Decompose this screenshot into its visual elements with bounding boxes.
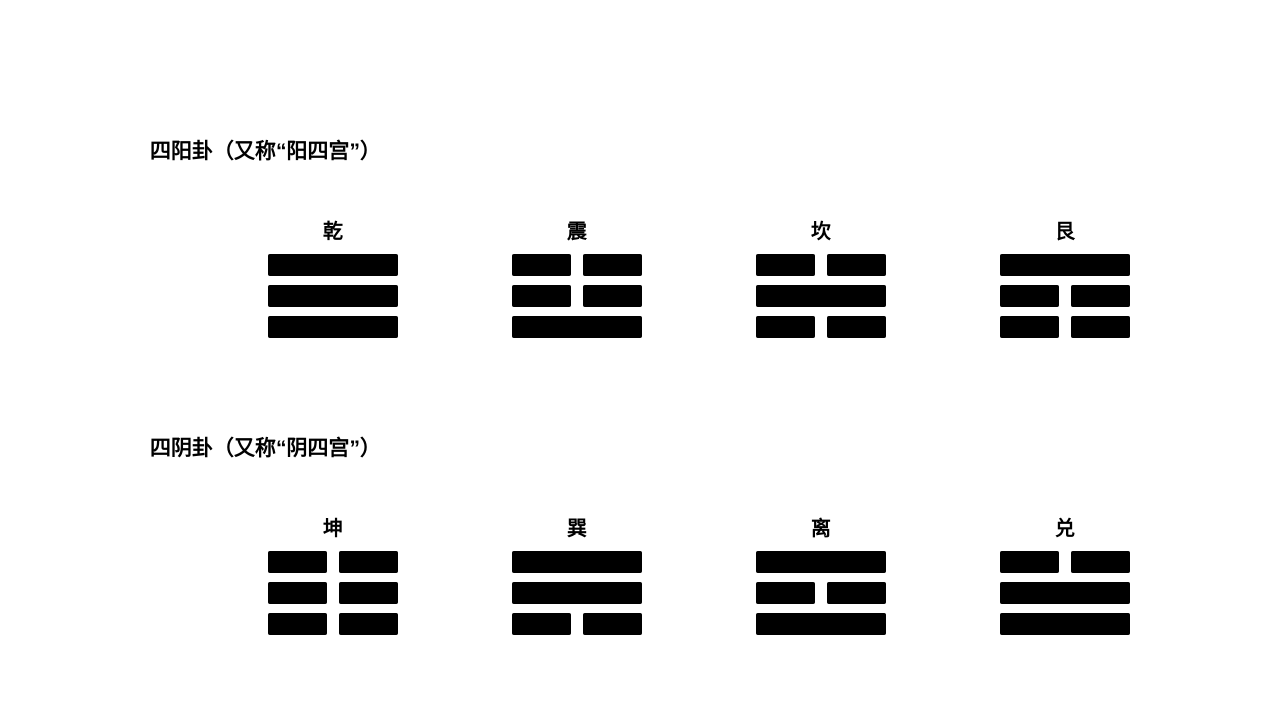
yang-line [1000,582,1130,604]
yin-half-bar [583,254,642,276]
trigram-lines [268,551,398,644]
yin-half-bar [583,285,642,307]
yang-bar [1000,254,1130,276]
yang-line [1000,613,1130,635]
trigram: 乾 [268,215,398,347]
yin-half-bar [268,613,327,635]
yang-line [512,316,642,338]
trigram-name: 兑 [1000,512,1130,541]
yin-half-bar [512,254,571,276]
yang-line [756,613,886,635]
yang-line [512,551,642,573]
yin-line [756,316,886,338]
yin-line [512,254,642,276]
yin-half-bar [339,582,398,604]
yin-half-bar [756,254,815,276]
yang-line [268,254,398,276]
trigram-lines [268,254,398,347]
trigram-name: 巽 [512,512,642,541]
yin-half-bar [1000,285,1059,307]
yin-half-bar [827,582,886,604]
yang-bar [1000,582,1130,604]
yang-bar [756,285,886,307]
yin-half-bar [1071,551,1130,573]
trigram-name: 坎 [756,215,886,244]
yang-bar [268,285,398,307]
yang-bar [512,551,642,573]
yin-half-bar [1071,316,1130,338]
yin-half-bar [1000,551,1059,573]
yin-half-bar [512,613,571,635]
trigram-lines [1000,551,1130,644]
yang-bar [512,582,642,604]
trigram-lines [756,551,886,644]
trigram: 艮 [1000,215,1130,347]
yin-line [268,582,398,604]
yin-line [1000,316,1130,338]
trigram-name: 离 [756,512,886,541]
yin-line [1000,551,1130,573]
trigram: 震 [512,215,642,347]
yin-half-bar [827,254,886,276]
yin-half-bar [512,285,571,307]
yin-line [512,285,642,307]
trigram-name: 震 [512,215,642,244]
yang-line [512,582,642,604]
yang-line [756,551,886,573]
yin-line [756,582,886,604]
trigram-lines [512,551,642,644]
yin-half-bar [268,551,327,573]
trigram: 巽 [512,512,642,644]
yang-line [268,316,398,338]
yang-line [1000,254,1130,276]
yin-line [268,613,398,635]
yin-line [268,551,398,573]
trigram-name: 艮 [1000,215,1130,244]
yin-half-bar [756,582,815,604]
yin-half-bar [1000,316,1059,338]
trigram-lines [756,254,886,347]
yin-half-bar [339,613,398,635]
yang-section-title: 四阳卦（又称“阳四宫”） [150,135,381,165]
trigram: 兑 [1000,512,1130,644]
yang-bar [268,254,398,276]
yang-bar [756,613,886,635]
trigram-name: 坤 [268,512,398,541]
trigram: 坤 [268,512,398,644]
trigram-lines [1000,254,1130,347]
yin-line [756,254,886,276]
trigram-name: 乾 [268,215,398,244]
yin-line [1000,285,1130,307]
yin-section-title: 四阴卦（又称“阴四宫”） [150,432,381,462]
trigram: 坎 [756,215,886,347]
yang-bar [756,551,886,573]
yin-line [512,613,642,635]
yin-half-bar [583,613,642,635]
trigram-lines [512,254,642,347]
yin-half-bar [1071,285,1130,307]
yang-line [268,285,398,307]
yin-half-bar [268,582,327,604]
yang-bar [512,316,642,338]
yang-line [756,285,886,307]
yang-bar [1000,613,1130,635]
yin-half-bar [756,316,815,338]
trigram: 离 [756,512,886,644]
yang-bar [268,316,398,338]
yin-half-bar [827,316,886,338]
yin-half-bar [339,551,398,573]
